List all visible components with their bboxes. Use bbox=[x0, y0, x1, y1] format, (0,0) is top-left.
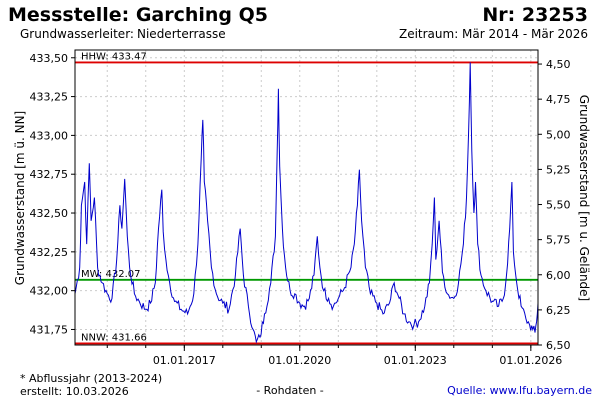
y-right-tick-label: 5,50 bbox=[546, 199, 571, 212]
footnote-hydrological-year: * Abflussjahr (2013-2024) bbox=[20, 372, 163, 385]
y-right-tick-label: 6,00 bbox=[546, 269, 571, 282]
y-right-tick-label: 6,50 bbox=[546, 339, 571, 352]
y-right-tick-label: 4,75 bbox=[546, 93, 571, 106]
y-tick-label: 431,75 bbox=[30, 323, 69, 336]
aquifer-value: Niederterrasse bbox=[137, 27, 226, 41]
x-axis: 01.01.2017 01.01.2020 01.01.2023 01.01.2026 bbox=[106, 345, 562, 367]
y-right-tick-label: 5,00 bbox=[546, 128, 571, 141]
grid-lines bbox=[75, 50, 538, 345]
y-tick-label: 432,00 bbox=[30, 285, 69, 298]
y-tick-label: 433,00 bbox=[30, 129, 69, 142]
station-title: Messstelle: Garching Q5 bbox=[8, 4, 269, 26]
station-number: Nr: 23253 bbox=[482, 4, 588, 26]
y-right-tick-label: 4,50 bbox=[546, 58, 571, 71]
y-axis-title-right: Grundwasserstand [m u. Gelände] bbox=[577, 95, 591, 301]
y-axis-title-left: Grundwasserstand [m ü. NN] bbox=[13, 111, 27, 285]
x-tick-label: 01.01.2023 bbox=[384, 354, 447, 367]
aquifer-label: Grundwasserleiter: bbox=[20, 27, 134, 41]
x-tick-label: 01.01.2020 bbox=[268, 354, 331, 367]
y-right-tick-label: 6,25 bbox=[546, 304, 571, 317]
reference-line-label: MW: 432.07 bbox=[81, 269, 140, 280]
reference-line-label: HHW: 433.47 bbox=[81, 51, 147, 62]
y-tick-label: 432,50 bbox=[30, 207, 69, 220]
reference-lines: HHW: 433.47 MW: 432.07 NNW: 431.66 bbox=[75, 51, 538, 345]
right-axis: 4,50 4,75 5,00 5,25 5,50 5,75 6,00 6,25 6,50 bbox=[538, 58, 571, 352]
y-right-tick-label: 5,25 bbox=[546, 163, 571, 176]
created-date: erstellt: 10.03.2026 bbox=[20, 385, 129, 398]
source-link[interactable]: Quelle: www.lfu.bayern.de bbox=[447, 384, 592, 397]
reference-line-label: NNW: 431.66 bbox=[81, 332, 147, 343]
period-label: Zeitraum: Mär 2014 - Mär 2026 bbox=[398, 27, 588, 41]
y-tick-label: 433,50 bbox=[30, 52, 69, 65]
y-tick-label: 432,75 bbox=[30, 168, 69, 181]
data-type-label: - Rohdaten - bbox=[256, 384, 324, 397]
groundwater-level-line bbox=[74, 62, 539, 344]
y-tick-label: 433,25 bbox=[30, 91, 69, 104]
x-tick-label: 01.01.2026 bbox=[499, 354, 562, 367]
plot-frame bbox=[74, 49, 539, 346]
series-layer bbox=[74, 62, 539, 344]
y-right-tick-label: 5,75 bbox=[546, 234, 571, 247]
x-tick-label: 01.01.2017 bbox=[153, 354, 216, 367]
left-axis: 433,50 433,25 433,00 432,75 432,50 432,25 432,… bbox=[30, 52, 75, 336]
y-tick-label: 432,25 bbox=[30, 246, 69, 259]
